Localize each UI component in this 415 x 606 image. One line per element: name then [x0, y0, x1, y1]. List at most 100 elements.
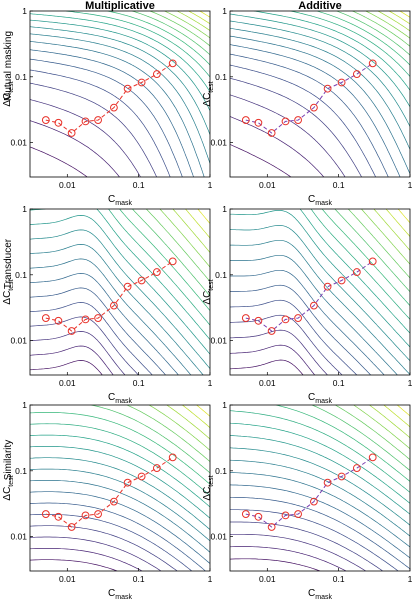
contour-line	[230, 44, 401, 177]
contour-line	[397, 209, 410, 224]
y-axis-label-main: ΔC	[2, 487, 13, 501]
data-point	[41, 314, 50, 322]
y-axis-label: ΔCtest	[202, 81, 215, 106]
data-point	[67, 327, 76, 335]
contour-line	[230, 359, 304, 375]
data-point	[352, 268, 361, 276]
data-point	[81, 511, 90, 520]
contour-field	[30, 405, 210, 571]
contour-line	[164, 11, 210, 39]
row-label: Mutual masking	[3, 31, 14, 101]
contour-line	[352, 11, 410, 47]
y-axis-label-main: ΔC	[202, 93, 213, 107]
contour-field	[30, 209, 210, 375]
panel-similarity-add: 0.01 0.1 1 0.01 0.1 1 Cmask ΔCtest	[202, 400, 413, 601]
data-point	[310, 497, 318, 506]
contour-line	[336, 11, 410, 56]
data-point	[267, 327, 276, 335]
axes-box	[29, 208, 211, 376]
contour-field	[30, 11, 210, 177]
contour-line	[230, 344, 315, 375]
contour-line	[230, 53, 389, 177]
x-tick-label: 1	[208, 180, 213, 190]
x-axis-label-sub: mask	[315, 200, 332, 207]
x-tick-label: 1	[208, 574, 213, 584]
contour-line	[30, 559, 118, 571]
contour-line	[230, 284, 371, 375]
y-axis-label-main: ΔC	[202, 487, 213, 501]
contour-line	[316, 11, 410, 66]
y-tick-label: 0.1	[215, 72, 227, 82]
x-axis-label-sub: mask	[315, 398, 332, 405]
contour-line	[253, 11, 410, 91]
data-line	[45, 456, 173, 528]
axes-box	[29, 404, 211, 572]
contour-line	[30, 26, 210, 135]
x-axis-label-sub: mask	[115, 200, 132, 207]
data-point	[41, 116, 50, 124]
contour-line	[30, 229, 210, 369]
contour-line	[30, 258, 192, 375]
x-axis-label-sub: mask	[115, 398, 132, 405]
data-point	[337, 472, 346, 481]
data-point	[54, 118, 63, 127]
y-axis-label-sub: test	[8, 81, 15, 92]
contour-line	[230, 435, 410, 515]
y-tick-label: 0.1	[15, 270, 27, 280]
x-tick-label: 0.01	[59, 378, 76, 388]
contour-line	[30, 215, 210, 355]
contour-line	[399, 11, 410, 18]
y-axis-label-sub: test	[208, 81, 215, 92]
data-point	[254, 118, 263, 127]
contour-line	[188, 11, 210, 25]
data-point	[81, 315, 90, 324]
contour-line	[30, 13, 210, 93]
data-point	[168, 453, 177, 462]
y-tick-label: 0.01	[210, 138, 227, 148]
x-tick-label: 1	[408, 378, 413, 388]
contour-line	[30, 146, 88, 177]
contour-line	[196, 405, 210, 417]
x-tick-label: 1	[408, 180, 413, 190]
data-point	[281, 117, 290, 126]
y-axis-label-sub: test	[8, 279, 15, 290]
data-line	[245, 260, 373, 332]
x-tick-label: 0.1	[133, 378, 145, 388]
x-axis-label-main: C	[108, 392, 115, 403]
contour-line	[290, 11, 410, 77]
data-point	[323, 84, 332, 93]
data-point	[267, 523, 276, 531]
data-point	[368, 257, 377, 266]
column-title: Multiplicative	[85, 0, 155, 12]
contour-line	[30, 302, 153, 375]
y-axis-label: ΔCtest	[2, 81, 15, 106]
contour-line	[396, 405, 410, 417]
data-point	[337, 78, 346, 87]
contour-line	[199, 11, 210, 18]
y-tick-label: 0.01	[10, 336, 27, 346]
data-point	[110, 103, 118, 112]
contour-line	[182, 405, 210, 428]
x-tick-label: 0.1	[333, 378, 345, 388]
contour-line	[230, 422, 410, 504]
contour-line	[30, 514, 193, 571]
contour-line	[30, 244, 204, 375]
contour-line	[30, 345, 114, 375]
contour-line	[30, 525, 178, 571]
data-point	[81, 117, 90, 126]
contour-line	[230, 496, 410, 570]
data-point	[294, 314, 302, 322]
x-axis-label-main: C	[308, 392, 315, 403]
data-point	[254, 316, 263, 325]
contour-line	[30, 120, 120, 177]
y-axis-label: ΔCtest	[2, 279, 15, 304]
data-point	[241, 510, 250, 518]
y-axis-label-main: ΔC	[2, 291, 13, 305]
data-point	[368, 453, 377, 462]
x-axis-label-main: C	[308, 194, 315, 205]
y-tick-label: 0.01	[210, 532, 227, 542]
contour-line	[230, 239, 410, 375]
contour-line	[299, 209, 410, 334]
contour-line	[30, 58, 183, 177]
